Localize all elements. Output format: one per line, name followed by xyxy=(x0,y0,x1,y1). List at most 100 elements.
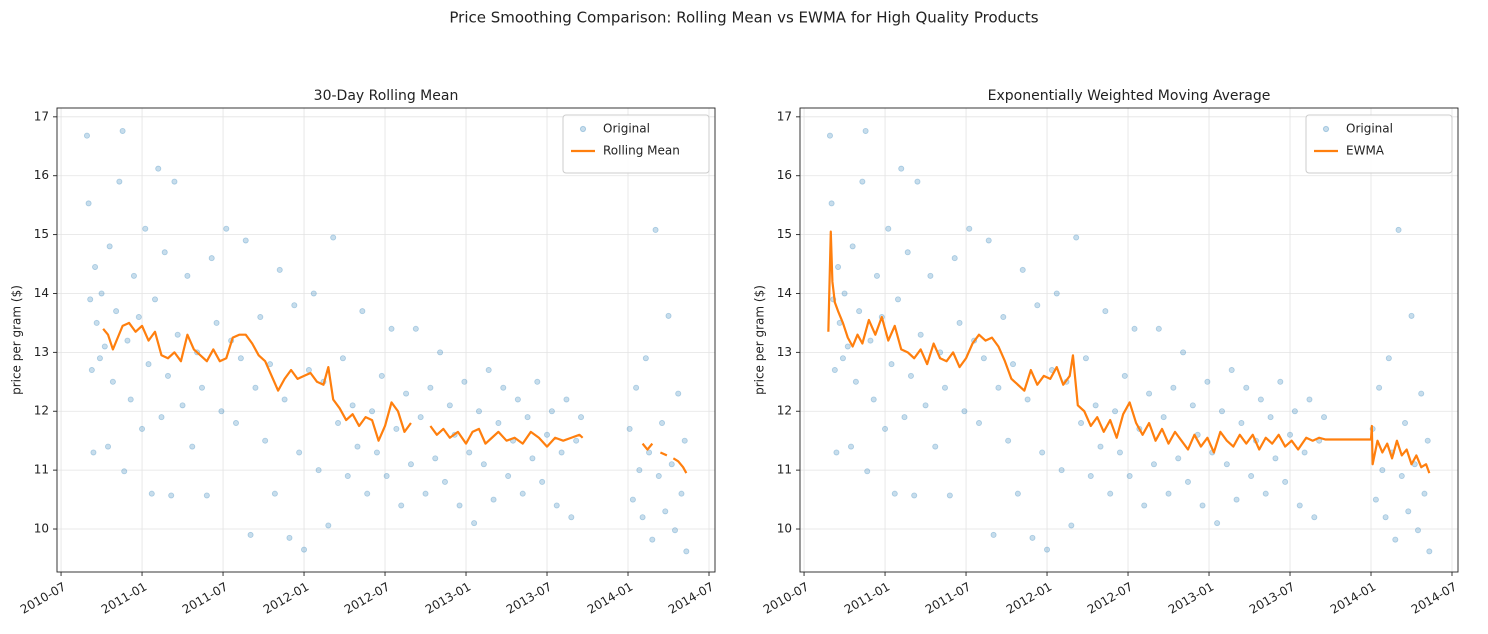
scatter-point xyxy=(1014,490,1021,497)
x-tick-label: 2013-07 xyxy=(504,580,554,617)
scatter-point xyxy=(466,449,473,456)
scatter-point xyxy=(665,312,672,319)
scatter-point xyxy=(88,367,95,374)
scatter-point xyxy=(1376,384,1383,391)
scatter-point xyxy=(646,449,653,456)
legend-label: Original xyxy=(1346,122,1393,136)
y-tick-label: 12 xyxy=(34,404,49,418)
scatter-point xyxy=(85,200,92,207)
scatter-point xyxy=(257,314,264,321)
scatter-point xyxy=(388,325,395,332)
scatter-point xyxy=(1199,502,1206,509)
scatter-point xyxy=(1189,402,1196,409)
scatter-point xyxy=(218,408,225,415)
scatter-point xyxy=(98,290,105,297)
scatter-point xyxy=(130,272,137,279)
scatter-point xyxy=(213,319,220,326)
x-tick-label: 2014-01 xyxy=(1328,580,1378,617)
scatter-point xyxy=(1005,437,1012,444)
y-axis-label: price per gram ($) xyxy=(10,285,24,395)
scatter-point xyxy=(349,402,356,409)
scatter-point xyxy=(655,473,662,480)
scatter-point xyxy=(1392,536,1399,543)
scatter-point xyxy=(276,266,283,273)
scatter-point xyxy=(1175,455,1182,462)
scatter-point xyxy=(301,546,308,553)
line-series xyxy=(102,321,688,474)
axes-frame xyxy=(799,107,1459,573)
subplot-title: Exponentially Weighted Moving Average xyxy=(988,88,1271,104)
legend-label: Original xyxy=(603,122,650,136)
scatter-point xyxy=(262,437,269,444)
scatter-point xyxy=(1267,414,1274,421)
scatter-point xyxy=(1112,408,1119,415)
scatter-point xyxy=(113,308,120,315)
scatter-point xyxy=(1160,414,1167,421)
scatter-point xyxy=(441,478,448,485)
scatter-point xyxy=(534,378,541,385)
scatter-point xyxy=(427,384,434,391)
scatter-point xyxy=(681,437,688,444)
scatter-point xyxy=(164,372,171,379)
scatter-point xyxy=(898,165,905,172)
x-tick-label: 2013-01 xyxy=(423,580,473,617)
scatter-point xyxy=(835,263,842,270)
scatter-point xyxy=(286,534,293,541)
x-tick-label: 2011-07 xyxy=(180,580,230,617)
scatter-point xyxy=(849,243,856,250)
scatter-point xyxy=(524,414,531,421)
x-tick-label: 2012-07 xyxy=(342,580,392,617)
scatter-point xyxy=(305,367,312,374)
scatter-point xyxy=(826,132,833,139)
scatter-point xyxy=(1402,420,1409,427)
scatter-point xyxy=(237,355,244,362)
scatter-point xyxy=(839,355,846,362)
scatter-point xyxy=(914,178,921,185)
subplot: 30-Day Rolling Mean price per gram ($) 10 1… xyxy=(10,88,717,617)
axes-frame xyxy=(56,107,716,573)
scatter-point xyxy=(1233,496,1240,503)
scatter-point xyxy=(168,492,175,499)
scatter-point xyxy=(922,402,929,409)
scatter-point xyxy=(1395,226,1402,233)
scatter-point xyxy=(888,361,895,368)
scatter-point xyxy=(271,490,278,497)
legend-label: Rolling Mean xyxy=(603,144,680,158)
scatter-point xyxy=(378,372,385,379)
scatter-point xyxy=(1092,402,1099,409)
scatter-point xyxy=(1248,473,1255,480)
scatter-point xyxy=(668,461,675,468)
scatter-point xyxy=(432,455,439,462)
scatter-point xyxy=(1121,372,1128,379)
scatter-point xyxy=(662,508,669,515)
x-tick-label: 2011-01 xyxy=(99,580,149,617)
scatter-point xyxy=(907,372,914,379)
scatter-point xyxy=(951,255,958,262)
scatter-point xyxy=(636,467,643,474)
scatter-point xyxy=(1107,490,1114,497)
legend-marker xyxy=(1322,125,1330,133)
scatter-point xyxy=(626,425,633,432)
scatter-point xyxy=(1155,325,1162,332)
y-tick-label: 11 xyxy=(777,463,792,477)
scatter-point xyxy=(139,425,146,432)
scatter-point xyxy=(1306,396,1313,403)
scatter-point xyxy=(335,420,342,427)
scatter-point xyxy=(1184,478,1191,485)
scatter-point xyxy=(671,527,678,534)
scatter-point xyxy=(529,455,536,462)
x-tick-label: 2014-07 xyxy=(1409,580,1459,617)
x-tick-label: 2010-07 xyxy=(18,580,68,617)
legend-marker xyxy=(579,125,587,133)
scatter-point xyxy=(1024,396,1031,403)
scatter-point xyxy=(1082,355,1089,362)
x-tick-label: 2014-01 xyxy=(585,580,635,617)
scatter-point xyxy=(980,355,987,362)
scatter-point xyxy=(539,478,546,485)
scatter-point xyxy=(678,490,685,497)
scatter-point xyxy=(1146,390,1153,397)
y-tick-label: 11 xyxy=(34,463,49,477)
scatter-point xyxy=(985,237,992,244)
scatter-point xyxy=(124,337,131,344)
scatter-point xyxy=(1408,312,1415,319)
